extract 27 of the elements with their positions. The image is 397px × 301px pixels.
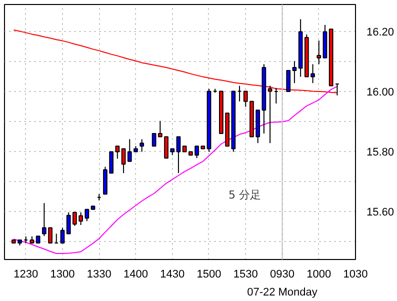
x-tick-label: 1530 xyxy=(233,268,258,280)
x-tick-label: 1000 xyxy=(306,268,332,280)
x-tick-label: 1300 xyxy=(50,268,75,280)
y-tick-label: 16.20 xyxy=(366,26,394,38)
candlestick xyxy=(60,227,65,244)
candlestick xyxy=(286,70,291,92)
x-tick-label: 0930 xyxy=(270,268,294,280)
candlestick xyxy=(152,133,156,147)
y-tick-label: 16.00 xyxy=(366,86,394,98)
text: 07-22 Monday xyxy=(247,286,318,298)
line-series xyxy=(13,30,338,94)
x-tick-label: 1030 xyxy=(343,268,368,280)
candlestick xyxy=(176,136,181,174)
annotation: 5 分足 xyxy=(228,188,261,202)
x-tick-label: 1400 xyxy=(124,268,148,280)
candlestick xyxy=(316,40,322,65)
line-series xyxy=(13,86,338,254)
candlestick xyxy=(140,138,144,152)
y-tick-label: 15.60 xyxy=(366,206,394,218)
x-tick-label: 1330 xyxy=(86,268,112,280)
x-tick-label: 1230 xyxy=(14,268,38,280)
candlestick xyxy=(115,146,120,160)
candlestick xyxy=(292,60,297,84)
x-tick-label: 1500 xyxy=(196,268,222,280)
y-tick-label: 15.80 xyxy=(366,146,394,158)
x-tick-label: 1430 xyxy=(160,268,185,280)
candlestick xyxy=(121,148,126,174)
